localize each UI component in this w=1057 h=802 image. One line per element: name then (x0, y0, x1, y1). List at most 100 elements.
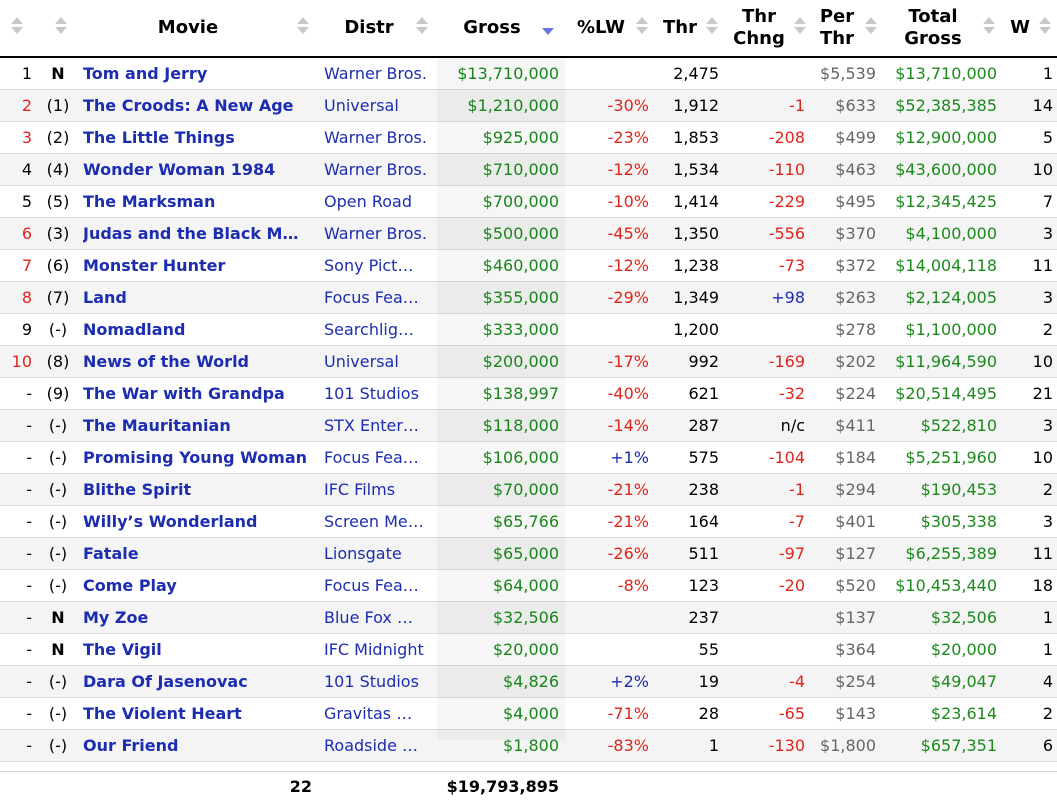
distributor-link[interactable]: Warner Bros. (324, 64, 427, 83)
header-lw[interactable]: %LW (577, 17, 625, 38)
table-row: 4 (4) Wonder Woman 1984 Warner Bros. $710,00… (0, 154, 1057, 186)
distributor-link[interactable]: Warner Bros. (324, 160, 427, 179)
header-distr[interactable]: Distr (344, 17, 394, 38)
sort-gross-active-icon[interactable] (542, 28, 554, 35)
prev-rank-cell: (5) (46, 192, 70, 211)
movie-link[interactable]: Judas and the Black M… (83, 224, 299, 243)
theaters-cell: 575 (688, 448, 719, 467)
distributor-link[interactable]: Screen Me… (324, 512, 424, 531)
movie-link[interactable]: The Violent Heart (83, 704, 242, 723)
distributor-link[interactable]: Blue Fox … (324, 608, 413, 627)
rank-cell: - (26, 448, 32, 467)
movie-link[interactable]: Come Play (83, 576, 177, 595)
distributor-link[interactable]: Warner Bros. (324, 128, 427, 147)
table-row: - (-) The Violent Heart Gravitas … $4,000 -71… (0, 698, 1057, 730)
header-thr-chng[interactable]: Thr Chng (726, 0, 792, 56)
distributor-link[interactable]: Universal (324, 352, 399, 371)
distributor-link[interactable]: Gravitas … (324, 704, 413, 723)
movie-link[interactable]: Wonder Woman 1984 (83, 160, 276, 179)
pct-lw-cell: -83% (607, 736, 649, 755)
header-w[interactable]: W (1010, 17, 1030, 38)
header-per-thr[interactable]: Per Thr (808, 0, 866, 56)
distributor-link[interactable]: STX Enter… (324, 416, 419, 435)
rank-cell: 3 (21, 128, 32, 147)
total-gross-cell: $49,047 (930, 672, 997, 691)
distributor-link[interactable]: Focus Fea… (324, 288, 419, 307)
distributor-link[interactable]: Focus Fea… (324, 448, 419, 467)
theater-change-cell: -169 (768, 352, 805, 371)
per-theater-cell: $411 (835, 416, 876, 435)
sort-rank-icon[interactable] (11, 17, 23, 34)
movie-link[interactable]: News of the World (83, 352, 249, 371)
gross-cell: $710,000 (482, 160, 559, 179)
distributor-link[interactable]: Focus Fea… (324, 576, 419, 595)
theater-change-cell: -4 (789, 672, 805, 691)
distributor-link[interactable]: Lionsgate (324, 544, 402, 563)
theaters-cell: 1,414 (673, 192, 719, 211)
header-total-gross[interactable]: Total Gross (888, 0, 978, 56)
movie-link[interactable]: Promising Young Woman (83, 448, 308, 467)
movie-link[interactable]: My Zoe (83, 608, 149, 627)
sort-distr-icon[interactable] (416, 17, 428, 34)
distributor-link[interactable]: 101 Studios (324, 384, 419, 403)
table-row: 1 N Tom and Jerry Warner Bros. $13,710,000 2,… (0, 58, 1057, 90)
distributor-link[interactable]: Universal (324, 96, 399, 115)
theaters-cell: 164 (688, 512, 719, 531)
sort-prev-icon[interactable] (55, 17, 67, 34)
sort-per-thr-icon[interactable] (865, 17, 877, 34)
gross-cell: $1,800 (503, 736, 559, 755)
distributor-link[interactable]: 101 Studios (324, 672, 419, 691)
prev-rank-cell: (2) (46, 128, 70, 147)
table-row: - (9) The War with Grandpa 101 Studios $138,… (0, 378, 1057, 410)
movie-link[interactable]: The Marksman (83, 192, 216, 211)
theater-change-cell: -20 (778, 576, 805, 595)
movie-link[interactable]: The War with Grandpa (83, 384, 285, 403)
pct-lw-cell: -14% (607, 416, 649, 435)
rank-cell: 10 (11, 352, 32, 371)
per-theater-cell: $1,800 (820, 736, 876, 755)
movie-link[interactable]: The Mauritanian (83, 416, 231, 435)
gross-cell: $925,000 (482, 128, 559, 147)
movie-link[interactable]: Land (83, 288, 127, 307)
theaters-cell: 2,475 (673, 64, 719, 83)
theaters-cell: 1,238 (673, 256, 719, 275)
distributor-link[interactable]: IFC Films (324, 480, 396, 499)
header-gross[interactable]: Gross (463, 17, 521, 38)
prev-rank-cell: N (51, 640, 65, 659)
theaters-cell: 1,534 (673, 160, 719, 179)
pct-lw-cell: -29% (607, 288, 649, 307)
distributor-link[interactable]: Searchlig… (324, 320, 415, 339)
sort-total-gross-icon[interactable] (983, 17, 995, 34)
total-gross-cell: $14,004,118 (895, 256, 997, 275)
movie-link[interactable]: Dara Of Jasenovac (83, 672, 248, 691)
distributor-link[interactable]: Warner Bros. (324, 224, 427, 243)
rank-cell: - (26, 608, 32, 627)
sort-w-icon[interactable] (1039, 17, 1051, 34)
movie-link[interactable]: Tom and Jerry (83, 64, 208, 83)
gross-cell: $4,000 (503, 704, 559, 723)
sort-movie-icon[interactable] (297, 17, 309, 34)
movie-link[interactable]: Willy’s Wonderland (83, 512, 258, 531)
distributor-link[interactable]: Sony Pict… (324, 256, 414, 275)
movie-link[interactable]: Monster Hunter (83, 256, 226, 275)
sort-lw-icon[interactable] (636, 17, 648, 34)
movie-link[interactable]: The Vigil (83, 640, 162, 659)
distributor-link[interactable]: Open Road (324, 192, 412, 211)
movie-link[interactable]: The Little Things (83, 128, 235, 147)
movie-link[interactable]: Blithe Spirit (83, 480, 192, 499)
movie-link[interactable]: Nomadland (83, 320, 186, 339)
movie-link[interactable]: Our Friend (83, 736, 179, 755)
table-row: - (-) Blithe Spirit IFC Films $70,000 -21% 238… (0, 474, 1057, 506)
movie-link[interactable]: The Croods: A New Age (83, 96, 294, 115)
header-movie[interactable]: Movie (157, 17, 219, 38)
sort-thr-chng-icon[interactable] (794, 17, 806, 34)
distributor-link[interactable]: IFC Midnight (324, 640, 424, 659)
theaters-cell: 287 (688, 416, 719, 435)
header-total-gross-line2: Gross (904, 28, 962, 49)
header-thr[interactable]: Thr (663, 17, 697, 38)
total-gross-cell: $32,506 (930, 608, 997, 627)
distributor-link[interactable]: Roadside … (324, 736, 419, 755)
per-theater-cell: $263 (835, 288, 876, 307)
sort-thr-icon[interactable] (706, 17, 718, 34)
movie-link[interactable]: Fatale (83, 544, 139, 563)
